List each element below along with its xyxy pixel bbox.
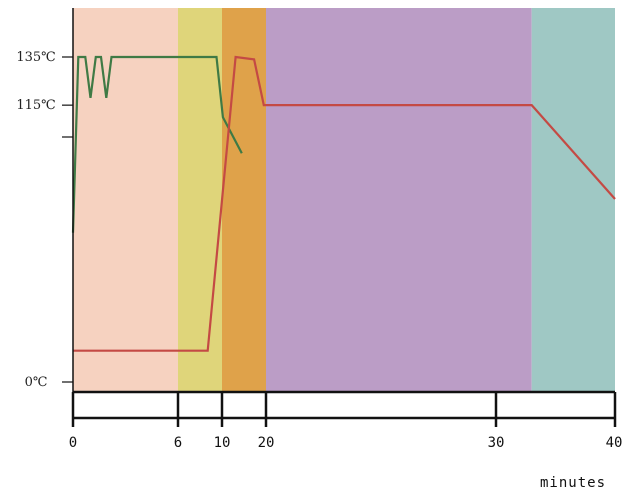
phase-bands <box>73 8 615 392</box>
x-axis-label: minutes <box>540 475 606 491</box>
phase-band-1 <box>73 8 178 392</box>
y-tick-labels: 135℃ 115℃ 0℃ <box>16 50 55 390</box>
x-tick-labels: 0 6 10 20 30 40 <box>69 435 623 451</box>
series-lines <box>71 55 616 352</box>
y-tick-label-0: 135℃ <box>16 50 55 65</box>
x-tick-label-1: 6 <box>174 435 182 451</box>
phase-band-5 <box>531 8 615 392</box>
y-tick-label-1: 115℃ <box>16 98 55 113</box>
series-line-1 <box>71 55 243 233</box>
series-line-2 <box>73 55 616 352</box>
x-tick-label-5: 40 <box>606 435 623 451</box>
axes <box>62 8 617 427</box>
x-tick-label-3: 20 <box>258 435 275 451</box>
x-tick-label-2: 10 <box>214 435 231 451</box>
phase-band-4 <box>266 8 532 392</box>
x-tick-label-0: 0 <box>69 435 77 451</box>
phase-band-2 <box>178 8 222 392</box>
y-tick-label-2: 0℃ <box>25 375 48 390</box>
phase-band-3 <box>222 8 266 392</box>
x-tick-label-4: 30 <box>488 435 505 451</box>
